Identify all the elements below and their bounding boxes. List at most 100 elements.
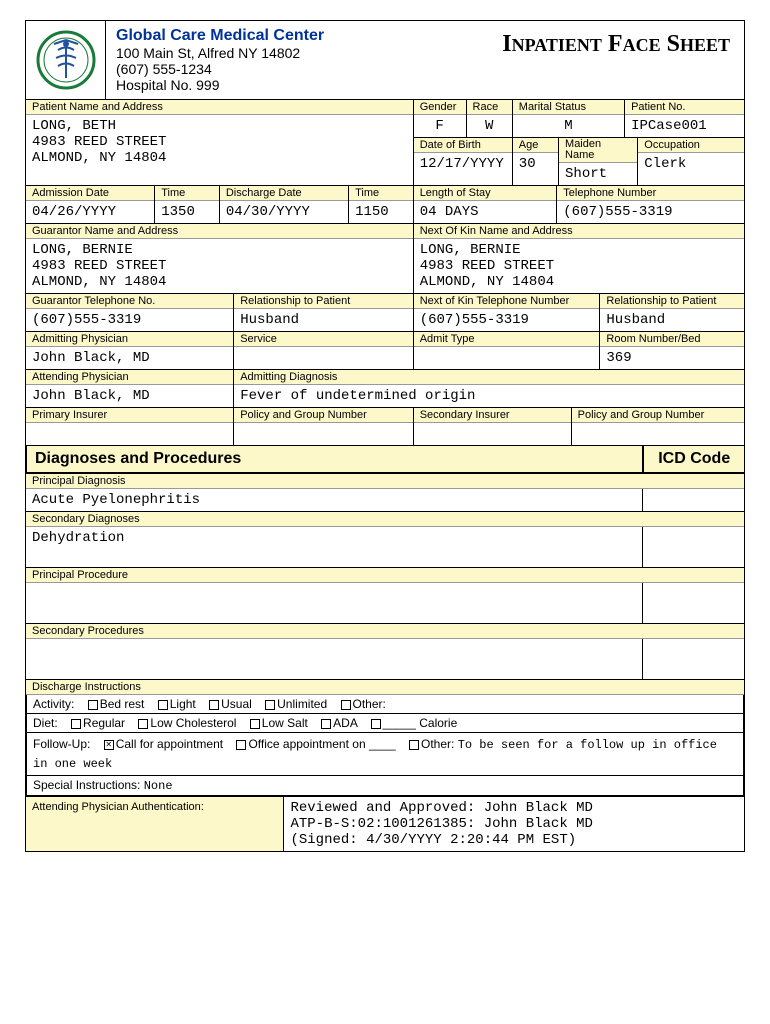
label-discharge: Discharge Instructions xyxy=(26,679,744,695)
label-principal-diag: Principal Diagnosis xyxy=(26,473,744,489)
label-maiden: Maiden Name xyxy=(559,138,637,163)
checkbox-followup-other[interactable] xyxy=(409,740,419,750)
secondary-proc-row xyxy=(26,639,744,679)
principal-diag-row: Acute Pyelonephritis xyxy=(26,489,744,511)
checkbox-office-appt[interactable] xyxy=(236,740,246,750)
label-dob: Date of Birth xyxy=(414,138,512,153)
checkbox-activity-other[interactable] xyxy=(341,700,351,710)
hospital-phone: (607) 555-1234 xyxy=(116,61,478,77)
diag-proc-title: Diagnoses and Procedures xyxy=(26,446,643,473)
checkbox-regular[interactable] xyxy=(71,719,81,729)
checkbox-ada[interactable] xyxy=(321,719,331,729)
checkbox-unlimited[interactable] xyxy=(265,700,275,710)
label-guarantor: Guarantor Name and Address xyxy=(26,224,413,239)
label-time2: Time xyxy=(349,186,413,201)
nok-value: LONG, BERNIE 4983 REED STREET ALMOND, NY… xyxy=(414,239,744,293)
label-principal-proc: Principal Procedure xyxy=(26,567,744,583)
attend-phys-value: John Black, MD xyxy=(26,385,233,407)
los-value: 04 DAYS xyxy=(414,201,557,223)
auth-value: Reviewed and Approved: John Black MD ATP… xyxy=(284,797,744,851)
gender-value: F xyxy=(414,115,466,137)
rel2-value: Husband xyxy=(600,309,744,331)
admit-diag-value: Fever of undetermined origin xyxy=(234,385,744,407)
label-patient-name: Patient Name and Address xyxy=(26,100,413,115)
service-value xyxy=(234,347,413,369)
label-time1: Time xyxy=(155,186,219,201)
hospital-logo xyxy=(26,21,106,99)
label-auth: Attending Physician Authentication: xyxy=(26,797,284,851)
principal-diag-value: Acute Pyelonephritis xyxy=(26,489,643,511)
label-gender: Gender xyxy=(414,100,466,115)
special-row: Special Instructions: None xyxy=(26,776,744,796)
secondary-diag-row: Dehydration xyxy=(26,527,744,567)
label-secondary-proc: Secondary Procedures xyxy=(26,623,744,639)
discharge-date-value: 04/30/YYYY xyxy=(220,201,348,223)
patient-no-value: IPCase001 xyxy=(625,115,744,137)
label-los: Length of Stay xyxy=(414,186,557,201)
race-value: W xyxy=(467,115,512,137)
followup-row: Follow-Up: ✕Call for appointment Office … xyxy=(26,733,744,776)
activity-row: Activity: Bed rest Light Usual Unlimited… xyxy=(26,695,744,714)
admission-row: Admission Date 04/26/YYYY Time 1350 Disc… xyxy=(26,185,744,223)
principal-diag-icd xyxy=(643,489,744,511)
guarantor-tel-value: (607)555-3319 xyxy=(26,309,233,331)
guarantor-value: LONG, BERNIE 4983 REED STREET ALMOND, NY… xyxy=(26,239,413,293)
label-primary-ins: Primary Insurer xyxy=(26,408,233,423)
age-value: 30 xyxy=(513,153,558,175)
secondary-diag-value: Dehydration xyxy=(26,527,643,567)
label-rel2: Relationship to Patient xyxy=(600,294,744,309)
label-room: Room Number/Bed xyxy=(600,332,744,347)
label-race: Race xyxy=(467,100,512,115)
checkbox-lowchol[interactable] xyxy=(138,719,148,729)
attend-row: Attending Physician John Black, MD Admit… xyxy=(26,369,744,407)
admit-type-value xyxy=(414,347,600,369)
dob-value: 12/17/YYYY xyxy=(414,153,512,175)
label-secondary-ins: Secondary Insurer xyxy=(414,408,571,423)
label-patient-no: Patient No. xyxy=(625,100,744,115)
policy1-value xyxy=(234,423,413,445)
icd-title: ICD Code xyxy=(643,446,744,473)
label-admit-phys: Admitting Physician xyxy=(26,332,233,347)
document-title: INPATIENT FACE SHEET xyxy=(488,21,744,99)
secondary-proc-value xyxy=(26,639,643,679)
label-rel1: Relationship to Patient xyxy=(234,294,413,309)
checkbox-call[interactable]: ✕ xyxy=(104,740,114,750)
header: Global Care Medical Center 100 Main St, … xyxy=(26,21,744,100)
policy2-value xyxy=(572,423,744,445)
occupation-value: Clerk xyxy=(638,153,744,175)
admit-phys-value: John Black, MD xyxy=(26,347,233,369)
hospital-name: Global Care Medical Center xyxy=(116,27,478,45)
checkbox-calorie[interactable] xyxy=(371,719,381,729)
checkbox-usual[interactable] xyxy=(209,700,219,710)
label-age: Age xyxy=(513,138,558,153)
insurer-row: Primary Insurer Policy and Group Number … xyxy=(26,407,744,445)
diet-row: Diet: Regular Low Cholesterol Low Salt A… xyxy=(26,714,744,733)
diag-proc-header: Diagnoses and Procedures ICD Code xyxy=(26,445,744,473)
hospital-info: Global Care Medical Center 100 Main St, … xyxy=(106,21,488,99)
label-tel: Telephone Number xyxy=(557,186,744,201)
hospital-number: Hospital No. 999 xyxy=(116,77,478,93)
checkbox-lowsalt[interactable] xyxy=(250,719,260,729)
patient-name: LONG, BETH 4983 REED STREET ALMOND, NY 1… xyxy=(26,115,413,169)
label-nok-tel: Next of Kin Telephone Number xyxy=(414,294,600,309)
tel-value: (607)555-3319 xyxy=(557,201,744,223)
principal-proc-value xyxy=(26,583,643,623)
label-secondary-diag: Secondary Diagnoses xyxy=(26,511,744,527)
marital-value: M xyxy=(513,115,624,137)
patient-row: Patient Name and Address LONG, BETH 4983… xyxy=(26,100,744,185)
special-text: None xyxy=(144,779,173,793)
label-attend-phys: Attending Physician xyxy=(26,370,233,385)
checkbox-bedrest[interactable] xyxy=(88,700,98,710)
principal-proc-row xyxy=(26,583,744,623)
tel-rel-row: Guarantor Telephone No. (607)555-3319 Re… xyxy=(26,293,744,331)
face-sheet: Global Care Medical Center 100 Main St, … xyxy=(25,20,745,852)
secondary-ins-value xyxy=(414,423,571,445)
label-policy1: Policy and Group Number xyxy=(234,408,413,423)
label-occupation: Occupation xyxy=(638,138,744,153)
label-admission-date: Admission Date xyxy=(26,186,154,201)
rel1-value: Husband xyxy=(234,309,413,331)
secondary-diag-icd xyxy=(643,527,744,567)
checkbox-light[interactable] xyxy=(158,700,168,710)
label-marital: Marital Status xyxy=(513,100,624,115)
label-nok: Next Of Kin Name and Address xyxy=(414,224,744,239)
